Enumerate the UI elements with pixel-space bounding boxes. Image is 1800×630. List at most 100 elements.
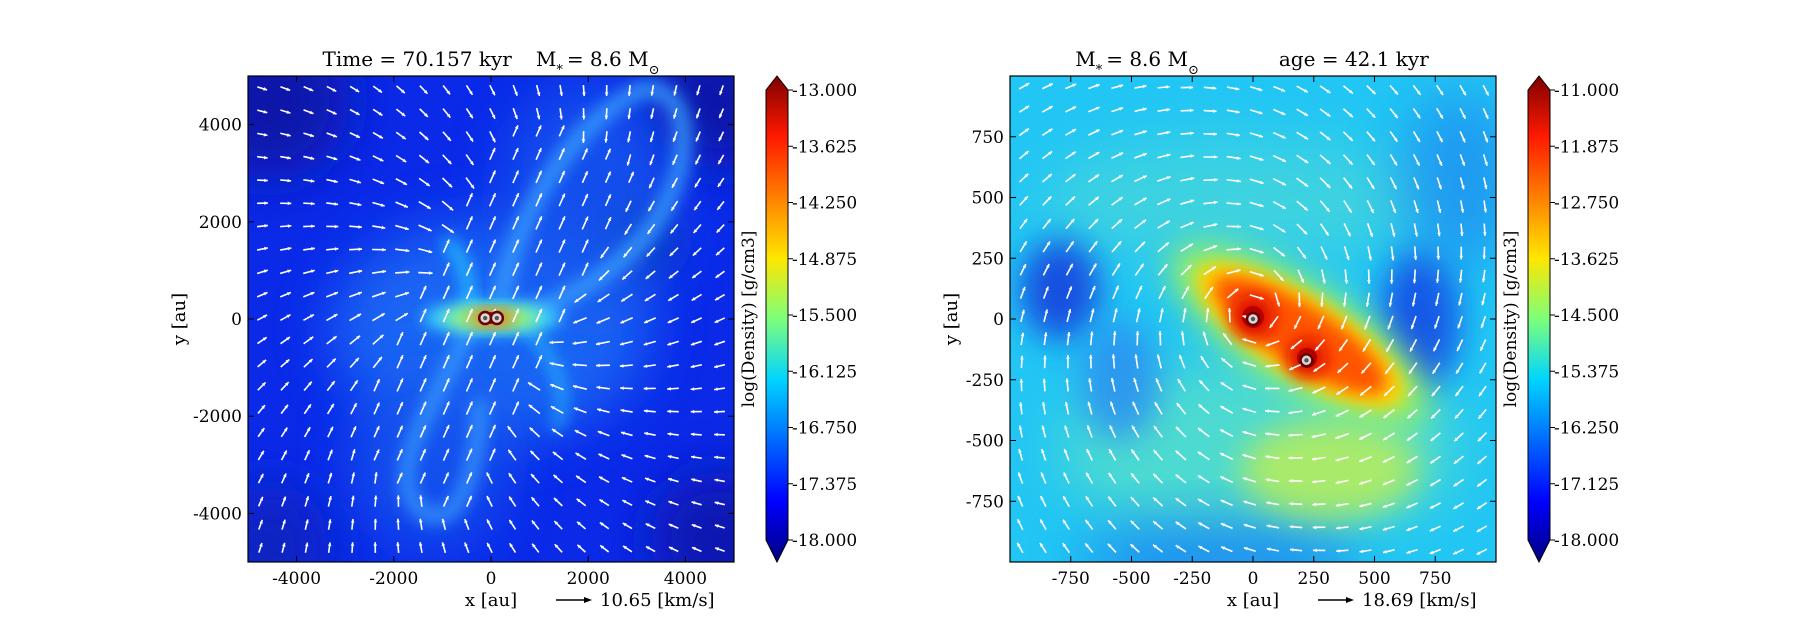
velocity-arrowhead [355, 88, 360, 92]
velocity-arrowhead [1068, 286, 1072, 291]
velocity-arrowhead [549, 340, 554, 345]
velocity-arrowhead [1406, 527, 1411, 531]
y-tick-label-right: -750 [966, 492, 1004, 512]
velocity-arrowhead [1119, 152, 1124, 156]
velocity-arrowhead [599, 522, 604, 526]
velocity-arrowhead [492, 138, 496, 143]
velocity-arrowhead [1041, 402, 1046, 406]
velocity-arrowhead [696, 91, 700, 96]
velocity-arrowhead [1130, 520, 1135, 525]
velocity-arrowhead [1142, 153, 1147, 157]
velocity-arrowhead [1140, 263, 1144, 268]
velocity-arrowhead [1242, 430, 1247, 435]
velocity-arrowhead [286, 110, 291, 114]
velocity-arrowhead [282, 496, 287, 501]
velocity-arrowhead [1242, 407, 1247, 412]
velocity-arrowhead [331, 381, 335, 385]
velocity-arrowhead [1155, 378, 1160, 383]
velocity-arrowhead [691, 501, 696, 505]
velocity-arrowhead [1118, 197, 1123, 201]
colorbar-tick-label-left: -18.000 [792, 531, 857, 551]
velocity-arrowhead [1304, 183, 1309, 187]
panel-right: M* = 8.6 M⊙ age = 42.1 kyr - [941, 47, 1619, 611]
stars-left [477, 310, 505, 326]
velocity-arrowhead [1023, 241, 1027, 246]
colorbar-left: -13.000 -13.625 -14.250 -14.875 -15.500 -16.1… [739, 75, 857, 564]
velocity-arrowhead [1269, 324, 1274, 328]
velocity-arrowhead [427, 227, 432, 232]
velocity-arrowhead [1453, 551, 1458, 555]
velocity-arrowhead [1242, 453, 1247, 458]
velocity-arrowhead [1347, 232, 1351, 237]
velocity-arrowhead [1323, 255, 1328, 260]
velocity-arrowhead [1202, 331, 1207, 336]
velocity-arrowhead [403, 313, 408, 317]
velocity-arrowhead [419, 518, 423, 523]
velocity-arrowhead [1482, 255, 1487, 260]
velocity-arrowhead [716, 228, 721, 233]
velocity-arrowhead [405, 248, 410, 253]
title-left-mass-unit: ⊙ [649, 63, 660, 78]
velocity-arrowhead [1435, 279, 1440, 283]
velocity-arrowhead [1190, 199, 1195, 203]
velocity-arrowhead [287, 224, 292, 228]
velocity-arrowhead [357, 291, 362, 296]
velocity-arrowhead [1325, 231, 1329, 236]
velocity-arrowhead [1453, 482, 1458, 487]
velocity-arrowhead [446, 378, 450, 383]
velocity-arrowhead [380, 203, 385, 207]
velocity-arrowhead [1085, 496, 1090, 501]
velocity-arrowhead [1130, 544, 1135, 548]
velocity-arrowhead [1092, 263, 1097, 268]
velocity-arrowhead [581, 115, 586, 120]
title-left-time: Time = 70.157 kyr [323, 47, 513, 71]
velocity-arrowhead [1138, 285, 1142, 290]
velocity-arrowhead [1236, 269, 1241, 273]
velocity-arrowhead [446, 262, 450, 267]
title-right-mass-m: M [1075, 47, 1095, 71]
velocity-arrowhead [445, 425, 450, 430]
velocity-arrowhead [714, 387, 718, 391]
velocity-arrowhead [553, 474, 558, 479]
velocity-arrowhead [1455, 392, 1459, 397]
velocity-arrowhead [622, 275, 627, 280]
velocity-arrowhead [492, 448, 496, 453]
velocity-arrowhead [1417, 90, 1421, 95]
velocity-arrowhead [1413, 256, 1418, 260]
velocity-arrowhead [1349, 113, 1353, 118]
velocity-arrowhead [486, 496, 491, 500]
velocity-arrowhead [1300, 278, 1304, 283]
y-ticks-right: 750 500 250 0 -250 -500 -750 [966, 128, 1496, 512]
velocity-arrowhead [1265, 478, 1270, 482]
velocity-arrowhead [1348, 184, 1353, 189]
velocity-arrowhead [584, 239, 589, 244]
velocity-arrowhead [1018, 425, 1023, 430]
velocity-arrowhead [333, 156, 338, 161]
velocity-arrowhead [468, 448, 473, 453]
velocity-arrowhead [1069, 263, 1073, 268]
velocity-arrowhead [528, 382, 532, 386]
velocity-arrowhead [404, 226, 409, 231]
x-axis-label-left: x [au] [465, 590, 517, 611]
velocity-arrowhead [1198, 522, 1203, 526]
velocity-arrowhead [1259, 296, 1264, 300]
velocity-arrowhead [596, 363, 600, 368]
velocity-arrowhead [309, 133, 314, 138]
velocity-arrowhead [1478, 414, 1483, 419]
velocity-arrowhead [1040, 472, 1045, 477]
velocity-arrowhead [1304, 159, 1309, 163]
velocity-arrowhead [1266, 547, 1271, 552]
velocity-arrowhead [717, 183, 722, 187]
velocity-arrowhead [1371, 137, 1376, 142]
velocity-arrowhead [357, 313, 362, 318]
velocity-arrowhead [1142, 107, 1147, 112]
velocity-arrowhead [425, 159, 429, 164]
velocity-arrowhead [1198, 546, 1203, 550]
velocity-arrowhead [1289, 501, 1293, 506]
velocity-arrowhead [441, 542, 446, 547]
velocity-key-label-right: 18.69 [km/s] [1362, 590, 1477, 611]
velocity-arrowhead [598, 476, 603, 480]
velocity-arrowhead [1017, 519, 1021, 524]
velocity-arrowhead [1095, 106, 1100, 111]
velocity-arrowhead [561, 148, 565, 153]
